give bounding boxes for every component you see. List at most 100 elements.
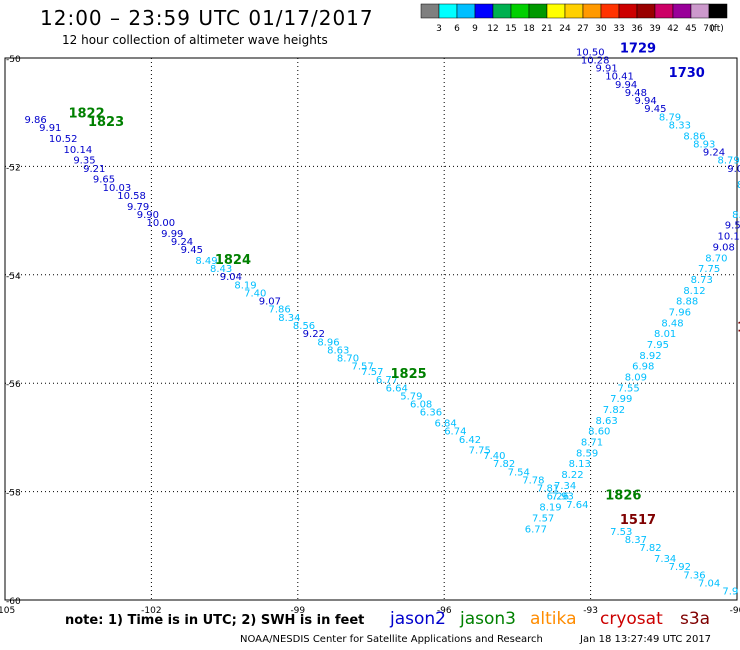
wave-height-label: 8.37: [625, 535, 647, 546]
color-tick-label: 12: [487, 24, 498, 34]
wave-height-label: 9.58: [725, 221, 740, 232]
wave-height-label: 9.07: [259, 297, 281, 308]
wave-height-label: 7.40: [483, 451, 505, 462]
wave-height-label: 10.14: [64, 145, 93, 156]
wave-height-label: 7.92: [669, 562, 691, 573]
wave-height-label: 6.84: [434, 419, 456, 430]
wave-height-label: 7.40: [244, 288, 266, 299]
wave-height-label: 8.71: [581, 438, 603, 449]
color-tick-label: 30: [595, 24, 607, 34]
wave-height-label: 7.86: [269, 305, 291, 316]
wave-height-label: 7.82: [493, 459, 515, 470]
wave-height-label: 6.77: [525, 524, 547, 535]
wave-height-label: 7.96: [669, 307, 691, 318]
color-tick-label: 45: [685, 24, 696, 34]
wave-height-label: 6.42: [459, 435, 481, 446]
wave-height-label: 7.78: [522, 475, 544, 486]
wave-height-label: 7.9: [722, 587, 738, 598]
wave-height-label: 8.86: [683, 131, 705, 142]
wave-height-label: 9.91: [39, 123, 61, 134]
wave-height-label: 6.26: [547, 492, 569, 503]
color-tick-label: 9: [472, 24, 478, 34]
color-tick-label: 42: [667, 24, 678, 34]
color-tick-label: 36: [631, 24, 643, 34]
wave-height-label: 7.34: [654, 554, 676, 565]
wave-height-label: 8.09: [625, 372, 647, 383]
wave-height-label: 7.36: [683, 570, 705, 581]
wave-height-label: 8.79: [717, 156, 739, 167]
wave-height-label: 9.65: [93, 175, 115, 186]
wave-height-label: 9.08: [713, 242, 735, 253]
wave-height-label: 8.48: [661, 318, 683, 329]
longitude-tick-label: -90: [730, 606, 740, 616]
latitude-tick-label: -56: [6, 380, 21, 390]
wave-height-label: 6.36: [420, 408, 442, 419]
page-subtitle: 12 hour collection of altimeter wave hei…: [62, 33, 328, 47]
wave-height-label: 7.57: [361, 367, 383, 378]
legend-cryosat: cryosat: [600, 609, 663, 629]
wave-height-label: 8.59: [576, 448, 598, 459]
track-time-label: 1826: [605, 489, 641, 504]
wave-height-label: 5.79: [400, 391, 422, 402]
wave-height-label: 7.55: [617, 383, 639, 394]
wave-height-label: 10.58: [117, 191, 146, 202]
wave-height-label: 6.77: [376, 375, 398, 386]
latitude-tick-label: -60: [6, 597, 21, 607]
wave-height-label: 8.63: [595, 416, 617, 427]
wave-height-label: 9.79: [127, 202, 149, 213]
latitude-tick-label: -58: [6, 489, 21, 499]
wave-height-label: 7.82: [639, 543, 661, 554]
wave-height-label: 8.01: [654, 329, 676, 340]
footer-note: note: 1) Time is in UTC; 2) SWH is in fe…: [65, 613, 365, 628]
longitude-tick-label: -102: [141, 606, 161, 616]
wave-height-label: 9.22: [303, 329, 325, 340]
wave-height-label: 9.01: [727, 164, 740, 175]
wave-height-label: 10.03: [103, 183, 132, 194]
wave-height-label: 9.48: [625, 88, 647, 99]
wave-height-label: 7.82: [603, 405, 625, 416]
wave-height-label: 9.35: [73, 156, 95, 167]
wave-height-label: 8.56: [293, 321, 315, 332]
color-tick-label: 21: [541, 24, 552, 34]
color-unit-label: (ft): [710, 24, 724, 34]
page-title: 12:00 – 23:59 UTC 01/17/2017: [40, 6, 374, 30]
wave-height-label: 7.34: [554, 481, 576, 492]
wave-height-label: 8.19: [539, 503, 561, 514]
wave-height-label: 8.96: [317, 337, 339, 348]
wave-height-label: 7.75: [698, 264, 720, 275]
track-time-label: 1823: [88, 115, 124, 130]
wave-height-label: 8.63: [327, 345, 349, 356]
longitude-tick-label: -96: [437, 606, 452, 616]
wave-height-label: 8.70: [705, 253, 727, 264]
wave-height-label: 9.94: [635, 96, 657, 107]
wave-height-label: 9.21: [83, 164, 105, 175]
wave-height-label: 9.04: [220, 272, 242, 283]
wave-height-label: 7.81: [537, 484, 559, 495]
longitude-tick-label: -93: [583, 606, 598, 616]
wave-height-label: 7.95: [647, 340, 669, 351]
color-tick-label: 15: [505, 24, 516, 34]
wave-height-label: 8.88: [676, 297, 698, 308]
wave-height-label: 10.52: [49, 134, 78, 145]
wave-height-label: 10.10: [717, 232, 740, 243]
wave-height-label: 9.86: [25, 115, 47, 126]
track-time-label: 1824: [215, 253, 251, 268]
wave-height-label: 8.79: [659, 112, 681, 123]
track-time-label: 1517: [620, 513, 656, 528]
wave-height-label: 9.94: [615, 80, 637, 91]
longitude-tick-label: -99: [290, 606, 305, 616]
wave-height-label: 7.57: [351, 362, 373, 373]
legend-altika: altika: [530, 609, 577, 629]
wave-height-label: 9.45: [181, 245, 203, 256]
color-tick-label: 6: [454, 24, 460, 34]
wave-height-label: 7.99: [610, 394, 632, 405]
legend-s3a: s3a: [680, 609, 711, 629]
wave-height-label: 9.91: [595, 64, 617, 75]
wave-height-label: 6.08: [410, 400, 432, 411]
wave-height-label: 10.41: [605, 72, 634, 83]
wave-height-label: 8.19: [234, 280, 256, 291]
color-tick-label: 24: [559, 24, 571, 34]
wave-height-label: 8.49: [195, 256, 217, 267]
legend-jason3: jason3: [460, 609, 516, 629]
